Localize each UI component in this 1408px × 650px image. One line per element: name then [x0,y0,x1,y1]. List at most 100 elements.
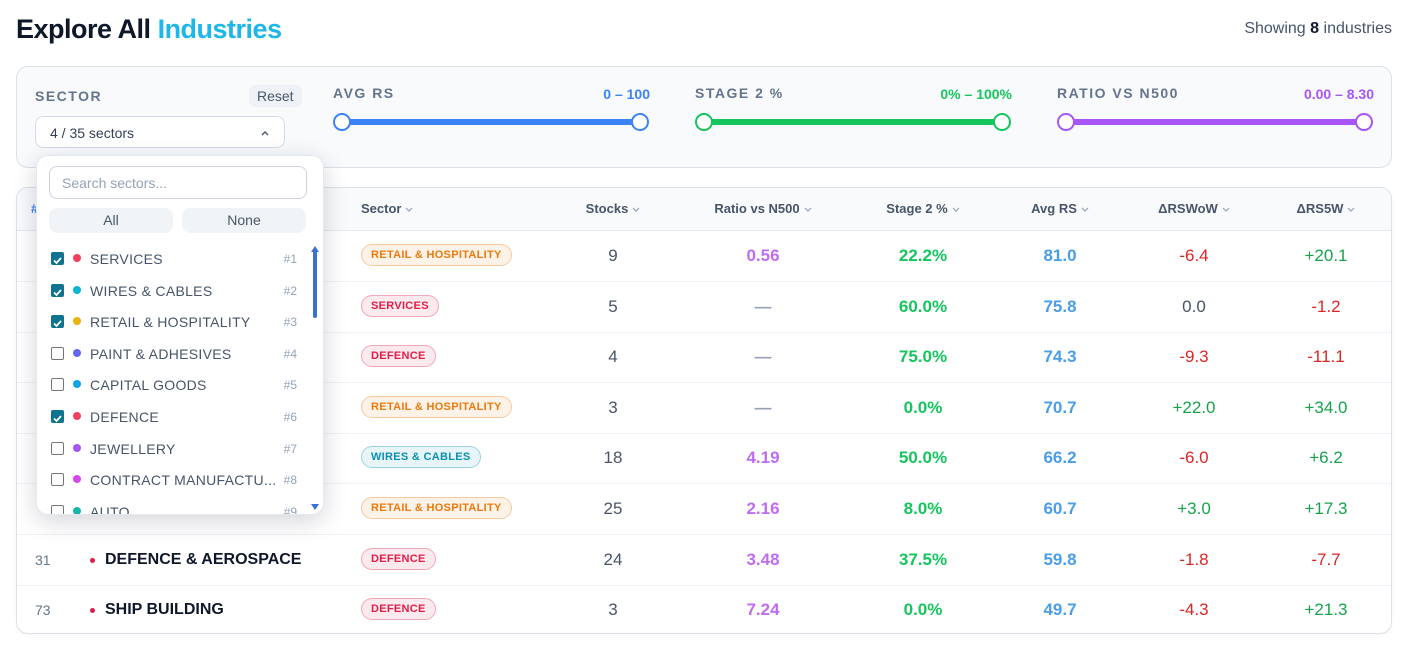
sector-color-dot [73,348,81,357]
column-header[interactable]: Sector [361,201,413,216]
stocks: 9 [608,246,618,265]
sector-badge: DEFENCE [361,598,436,621]
count-suffix: industries [1323,20,1392,37]
option-rank: #5 [283,378,297,393]
checkbox[interactable] [51,441,64,455]
sector-color-dot [73,254,81,262]
d-wow: -6.0 [1179,448,1209,468]
table-row: RETAIL & HOSPITALITY 3 — 0.0% 70.7 +22.0 +34.0 [17,383,1391,434]
d-5w: +6.2 [1309,448,1343,468]
stocks: 5 [608,296,618,316]
stage2: 50.0% [898,448,948,468]
sort-icon [952,207,960,212]
checkbox[interactable] [51,410,64,423]
sector-color-dot [73,285,81,294]
slider-label: STAGE 2 % [695,85,784,101]
d-5w: -7.7 [1311,549,1341,569]
title-highlight: Industries [157,14,283,44]
page-title: Explore All Industries [16,14,282,45]
sort-icon [1222,207,1230,212]
sector-badge: SERVICES [361,294,439,317]
column-header[interactable]: Avg RS [990,201,1130,216]
d-wow: -1.8 [1179,549,1209,569]
slider-handle-max[interactable] [631,113,649,131]
avg-rs: 81.0 [1043,246,1077,265]
check-icon [53,288,62,296]
stocks: 3 [608,397,618,417]
table-row: 31 DEFENCE & AEROSPACE DEFENCE 24 3.48 37.5% 5… [17,535,1391,586]
ratio: 7.24 [746,600,780,620]
sort-icon [1081,207,1089,212]
sort-icon [406,207,413,212]
table-row: SERVICES 5 — 60.0% 75.8 0.0 -1.2 [17,282,1391,333]
slider-handle-min[interactable] [333,113,351,131]
rank: 31 [35,551,51,568]
count-value: 8 [1310,20,1320,37]
ratio: — [754,397,772,417]
count-prefix: Showing [1244,20,1306,37]
column-header[interactable]: ΔRSWoW [1124,201,1264,216]
sector-option: CAPITAL GOODS #5 [37,369,323,400]
filter-panel: SECTOR Reset 4 / 35 sectors [16,66,1392,168]
sector-color-dot [73,412,81,420]
table-row: RETAIL & HOSPITALITY 9 0.56 22.2% 81.0 -6.4 +2… [17,231,1391,282]
column-title: Ratio vs N500 [714,201,800,216]
sector-dot [90,557,95,563]
select-none-button[interactable]: None [182,208,306,233]
d-wow: +3.0 [1177,499,1211,518]
slider-handle-max[interactable] [993,113,1011,131]
select-all-button[interactable]: All [49,208,173,233]
stocks: 24 [603,549,623,569]
option-rank: #1 [283,252,297,266]
sector-badge: DEFENCE [361,345,436,368]
select-value: 4 / 35 sectors [50,125,135,141]
reset-button[interactable]: Reset [249,85,302,107]
sort-icon [1348,207,1355,212]
option-rank: #8 [283,473,297,488]
d-wow: +22.0 [1172,397,1216,417]
d-wow: -4.3 [1179,600,1209,620]
column-header[interactable]: Stocks [543,201,683,216]
slider-track [341,119,641,125]
column-title: # [31,201,39,216]
column-title: ΔRSWoW [1158,201,1218,216]
stocks: 4 [608,347,618,367]
sector-badge: RETAIL & HOSPITALITY [361,497,512,519]
checkbox[interactable] [51,283,64,297]
checkbox[interactable] [51,346,64,360]
scrollbar-thumb [313,248,317,318]
column-header[interactable]: Stage 2 % [853,201,993,216]
checkbox[interactable] [51,473,64,487]
checkbox[interactable] [51,504,64,514]
checkbox[interactable] [51,252,64,265]
slider-handle-min[interactable] [695,113,713,131]
d-wow: 0.0 [1182,296,1206,316]
ratio: 4.19 [746,448,780,468]
column-header[interactable]: ΔRS5W [1256,201,1391,216]
slider-label: RATIO VS N500 [1057,85,1179,101]
column-title: Stage 2 % [886,201,948,216]
sector-option: PAINT & ADHESIVES #4 [37,338,323,369]
stocks: 3 [608,600,618,620]
option-name: AUTO [90,503,130,515]
checkbox[interactable] [51,378,64,392]
ratio: — [754,296,772,316]
option-name: PAINT & ADHESIVES [90,345,232,362]
column-header[interactable]: # [31,201,38,216]
checkbox[interactable] [51,315,64,329]
search-input[interactable]: Search sectors... [49,166,307,199]
table-row: RETAIL & HOSPITALITY 25 2.16 8.0% 60.7 +3.0 +1… [17,484,1391,535]
sector-option: CONTRACT MANUFACTU... #8 [37,464,323,495]
d-wow: -9.3 [1179,347,1209,367]
column-header[interactable]: Ratio vs N500 [693,201,833,216]
sector-option: RETAIL & HOSPITALITY #3 [37,306,323,337]
d-wow: -6.4 [1179,246,1209,265]
slider-handle-min[interactable] [1057,113,1075,131]
option-rank: #9 [283,504,297,515]
industry-name: DEFENCE & AEROSPACE [105,550,302,568]
sector-option: WIRES & CABLES #2 [37,275,323,306]
sector-select[interactable]: 4 / 35 sectors [35,116,285,148]
scroll-down [311,504,319,510]
sector-option: AUTO #9 [37,496,323,515]
slider-handle-max[interactable] [1355,113,1373,131]
